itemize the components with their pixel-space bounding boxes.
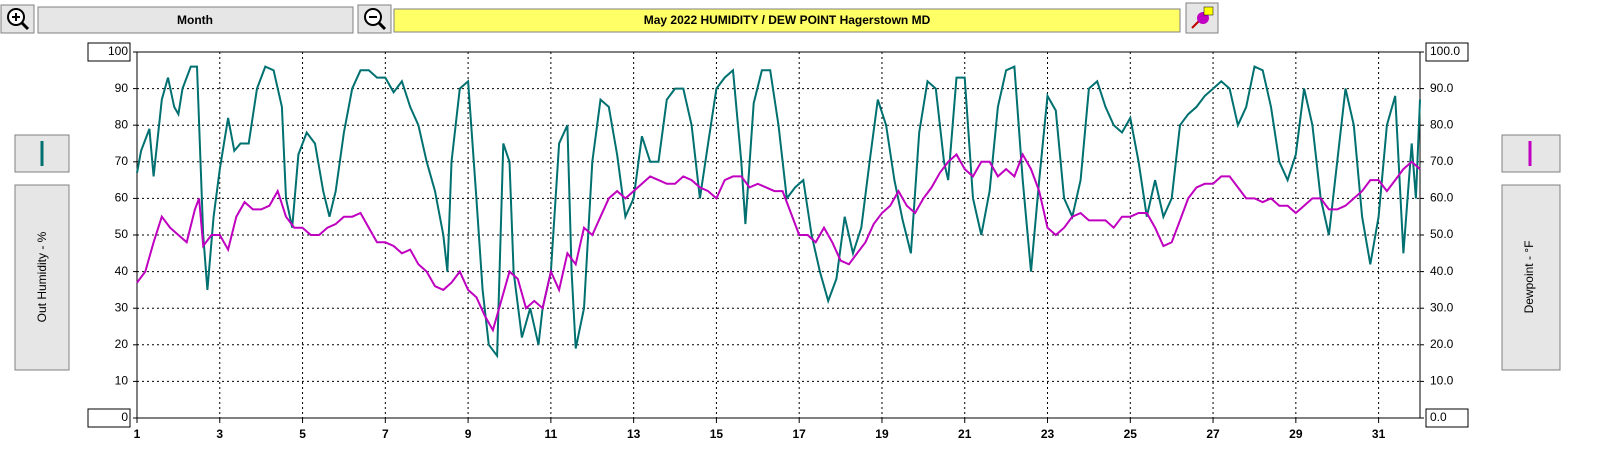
x-tick-label: 3: [216, 427, 223, 441]
y-tick-label: 20: [115, 337, 129, 351]
y-axis-label: Out Humidity - %: [35, 231, 49, 322]
zoom-in-button[interactable]: [0, 4, 35, 34]
x-tick-label: 7: [382, 427, 389, 441]
x-tick-label: 13: [627, 427, 641, 441]
y-tick-label: 0: [121, 410, 128, 424]
x-tick-label: 29: [1289, 427, 1303, 441]
y-tick-label: 30: [115, 300, 129, 314]
options-button[interactable]: [1185, 2, 1219, 34]
x-tick-label: 11: [545, 427, 558, 441]
y2-tick-label: 10.0: [1430, 374, 1454, 388]
series-line: [136, 152, 1421, 333]
y2-tick-label: 80.0: [1430, 117, 1454, 131]
y2-axis-label: Dewpoint - °F: [1522, 241, 1536, 314]
y-tick-label: 50: [115, 227, 129, 241]
y-tick-label: 80: [115, 117, 129, 131]
y2-tick-label: 30.0: [1430, 300, 1454, 314]
dewpoint-axis-button[interactable]: Dewpoint - °F: [1501, 184, 1561, 371]
x-tick-label: 17: [793, 427, 807, 441]
period-button[interactable]: Month: [37, 6, 354, 34]
y2-tick-box: [1425, 408, 1469, 428]
x-tick-label: 19: [875, 427, 889, 441]
y2-tick-label: 60.0: [1430, 191, 1454, 205]
x-tick-label: 31: [1372, 427, 1386, 441]
x-tick-label: 21: [958, 427, 972, 441]
x-tick-label: 23: [1041, 427, 1055, 441]
period-label: Month: [177, 13, 213, 27]
y-tick-box: [87, 42, 131, 62]
y2-tick-label: 50.0: [1430, 227, 1454, 241]
y-tick-label: 100: [108, 44, 128, 58]
x-tick-label: 9: [465, 427, 472, 441]
x-tick-label: 1: [134, 427, 141, 441]
chart-title: May 2022 HUMIDITY / DEW POINT Hagerstown…: [644, 13, 931, 27]
y2-tick-label: 90.0: [1430, 81, 1454, 95]
x-tick-label: 27: [1206, 427, 1220, 441]
y-tick-label: 90: [115, 81, 129, 95]
y2-tick-label: 20.0: [1430, 337, 1454, 351]
y-tick-label: 70: [115, 154, 129, 168]
x-tick-label: 25: [1124, 427, 1138, 441]
humidity-axis-button[interactable]: Out Humidity - %: [14, 184, 70, 371]
zoom-out-button[interactable]: [357, 4, 392, 34]
humidity-legend-button[interactable]: [14, 134, 70, 173]
y2-tick-label: 0.0: [1430, 410, 1447, 424]
title-bar: May 2022 HUMIDITY / DEW POINT Hagerstown…: [393, 8, 1181, 33]
dewpoint-legend-button[interactable]: [1501, 134, 1561, 173]
y2-tick-label: 40.0: [1430, 264, 1454, 278]
x-tick-label: 5: [299, 427, 306, 441]
y2-tick-label: 70.0: [1430, 154, 1454, 168]
x-tick-label: 15: [710, 427, 724, 441]
y2-tick-label: 100.0: [1430, 44, 1460, 58]
y2-tick-box: [1425, 42, 1469, 62]
series-line: [136, 65, 1421, 359]
y-tick-label: 40: [115, 264, 129, 278]
y-tick-label: 10: [115, 374, 129, 388]
y-tick-label: 60: [115, 191, 129, 205]
y-tick-box: [87, 408, 131, 428]
